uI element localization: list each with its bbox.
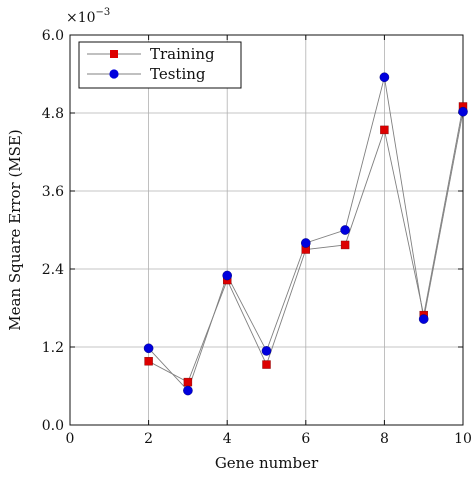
plot-area-frame [69, 34, 464, 426]
legend-entries: Training Testing [87, 45, 215, 83]
testing-marker [222, 270, 232, 281]
training-marker [144, 357, 153, 366]
y-tick-label: 2.4 [42, 262, 64, 278]
training-marker [380, 125, 389, 135]
testing-marker [379, 72, 390, 83]
testing-marker [458, 106, 468, 117]
legend-box [78, 41, 242, 89]
x-tick-label: 10 [454, 431, 472, 447]
testing-marker [340, 225, 350, 235]
training-marker [262, 360, 271, 369]
testing-marker [418, 314, 429, 324]
x-axis-label: Gene number [215, 454, 319, 472]
testing-marker [261, 346, 272, 356]
x-tick-label: 2 [144, 431, 153, 447]
y-tick-label: 6.0 [42, 28, 64, 44]
x-tick-label: 4 [223, 431, 232, 447]
testing-marker [183, 385, 193, 396]
legend-testing-marker [109, 69, 119, 79]
legend-training-label: Training [150, 45, 215, 63]
x-tick-label: 8 [380, 431, 389, 447]
x-tick-label: 6 [301, 431, 310, 447]
testing-marker [143, 343, 154, 354]
testing-marker [300, 238, 311, 248]
y-axis-multiplier-exponent: −3 [96, 7, 111, 18]
axis-ticks: 0 2 4 6 8 10 0.0 1.2 2.4 3.6 4.8 6.0 [42, 28, 472, 447]
y-tick-label: 4.8 [42, 106, 64, 122]
legend-testing-label: Testing [150, 65, 206, 83]
y-tick-label: 0.0 [42, 418, 64, 434]
y-axis-multiplier-base: ×10 [66, 10, 96, 26]
training-marker [183, 377, 193, 387]
y-axis-multiplier: ×10−3 [66, 7, 110, 26]
y-axis-label: Mean Square Error (MSE) [6, 129, 24, 330]
y-tick-label: 3.6 [42, 184, 64, 200]
legend-training-marker [110, 50, 118, 58]
series-layer [143, 72, 468, 396]
legend: Training Testing [78, 41, 242, 89]
x-tick-label: 0 [66, 431, 75, 447]
training-marker [340, 240, 350, 250]
y-tick-label: 1.2 [42, 340, 64, 356]
